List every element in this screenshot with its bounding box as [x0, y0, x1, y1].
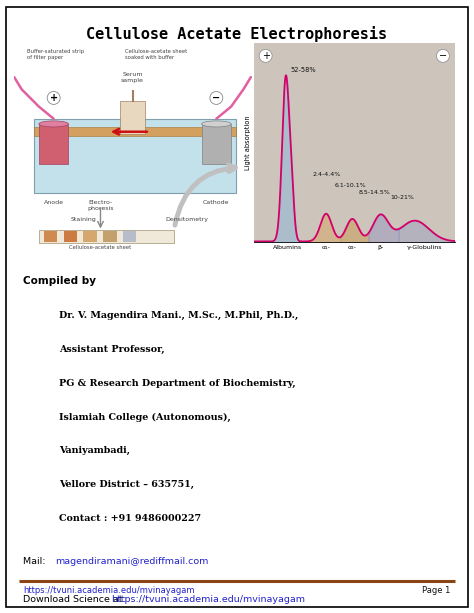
Text: Cellulose Acetate Electrophoresis: Cellulose Acetate Electrophoresis — [86, 26, 388, 42]
Polygon shape — [39, 230, 174, 243]
Text: https://tvuni.academia.edu/mvinayagam: https://tvuni.academia.edu/mvinayagam — [111, 595, 305, 604]
Polygon shape — [39, 124, 68, 164]
Text: 10-21%: 10-21% — [391, 195, 414, 200]
Y-axis label: Light absorption: Light absorption — [245, 115, 251, 170]
Text: Contact : +91 9486000227: Contact : +91 9486000227 — [59, 514, 201, 523]
Text: +: + — [262, 51, 270, 61]
Text: https://tvuni.academia.edu/mvinayagam: https://tvuni.academia.edu/mvinayagam — [24, 586, 195, 595]
Text: Cellulose-acetate sheet: Cellulose-acetate sheet — [69, 245, 132, 250]
Text: Serum
sample: Serum sample — [121, 72, 144, 83]
Polygon shape — [103, 231, 117, 242]
Text: Dr. V. Magendira Mani., M.Sc., M.Phil, Ph.D.,: Dr. V. Magendira Mani., M.Sc., M.Phil, P… — [59, 311, 298, 320]
Text: Cathode: Cathode — [203, 200, 229, 205]
Text: Assistant Professor,: Assistant Professor, — [59, 345, 164, 354]
Polygon shape — [64, 231, 77, 242]
Polygon shape — [120, 101, 145, 134]
Text: magendiramani@rediffmail.com: magendiramani@rediffmail.com — [55, 557, 209, 566]
Text: Staining: Staining — [70, 218, 96, 223]
Text: 8.5-14.5%: 8.5-14.5% — [358, 189, 390, 195]
Polygon shape — [123, 231, 136, 242]
Ellipse shape — [39, 121, 68, 127]
Text: Cellulose-acetate sheet
soaked with buffer: Cellulose-acetate sheet soaked with buff… — [125, 50, 187, 60]
Text: Download Science at:: Download Science at: — [23, 595, 129, 604]
Text: PG & Research Department of Biochemistry,: PG & Research Department of Biochemistry… — [59, 379, 295, 387]
Polygon shape — [34, 128, 236, 136]
Polygon shape — [44, 231, 57, 242]
Text: −: − — [212, 93, 220, 103]
Text: Vellore District – 635751,: Vellore District – 635751, — [59, 480, 194, 489]
Text: 6.1-10.1%: 6.1-10.1% — [334, 183, 366, 188]
Polygon shape — [201, 124, 231, 164]
Text: Mail:: Mail: — [23, 557, 49, 566]
Text: Islamiah College (Autonomous),: Islamiah College (Autonomous), — [59, 413, 230, 422]
Text: +: + — [50, 93, 58, 103]
Text: Electro-
phoresis: Electro- phoresis — [87, 200, 114, 211]
Text: Page 1: Page 1 — [422, 586, 450, 595]
Polygon shape — [34, 119, 236, 193]
Text: Anode: Anode — [44, 200, 64, 205]
Text: 52-58%: 52-58% — [291, 67, 317, 74]
Text: Compiled by: Compiled by — [23, 276, 96, 286]
Text: 2.4-4.4%: 2.4-4.4% — [312, 172, 340, 177]
Ellipse shape — [201, 121, 231, 127]
Text: Densitometry: Densitometry — [165, 218, 208, 223]
Text: Buffer-saturated strip
of filter paper: Buffer-saturated strip of filter paper — [27, 50, 84, 60]
Text: −: − — [439, 51, 447, 61]
FancyArrowPatch shape — [175, 165, 235, 225]
Polygon shape — [83, 231, 97, 242]
Text: Vaniyambadi,: Vaniyambadi, — [59, 446, 130, 455]
